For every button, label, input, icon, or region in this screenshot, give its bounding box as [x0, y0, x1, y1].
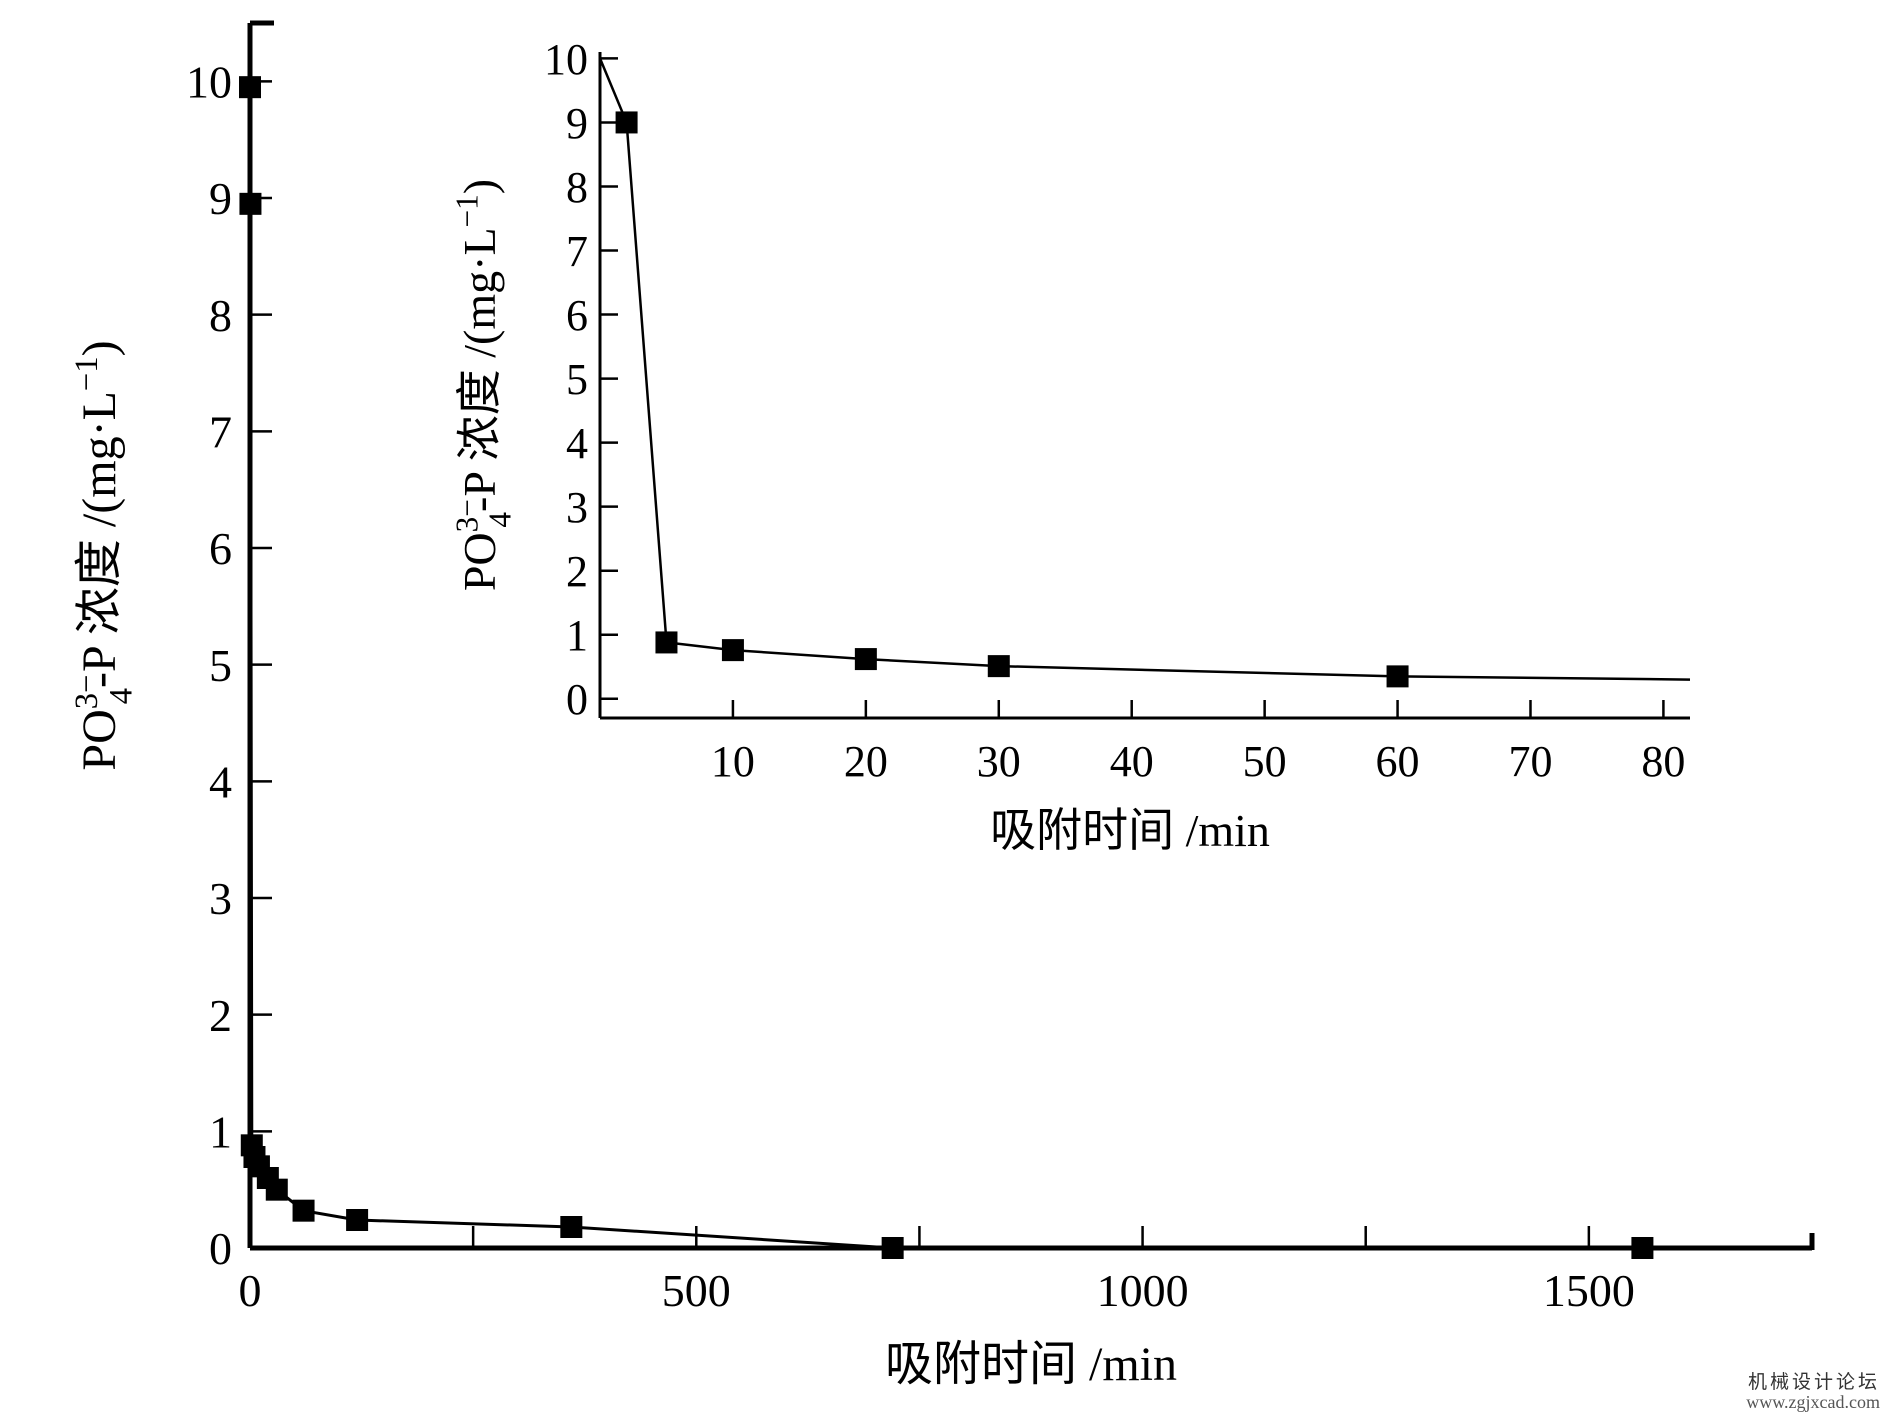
- y-label-unit-sup: −1: [450, 194, 485, 227]
- y-tick-label: 4: [209, 756, 232, 807]
- y-tick-label: 7: [566, 227, 588, 276]
- data-point: [1386, 665, 1409, 688]
- y-tick-label: 10: [544, 35, 588, 84]
- x-tick-label: 1500: [1543, 1265, 1635, 1316]
- y-label-main: PO: [73, 709, 126, 770]
- data-point: [560, 1216, 583, 1238]
- y-label-rest: -P 浓度 /(mg·L: [454, 227, 505, 512]
- data-point: [265, 1178, 288, 1201]
- series-line: [598, 57, 1691, 681]
- y-tick-label: 8: [566, 163, 588, 212]
- y-tick-label: 9: [566, 99, 588, 148]
- x-tick-label: 80: [1641, 737, 1685, 786]
- y-tick-label: 1: [209, 1106, 232, 1157]
- data-point: [1631, 1237, 1654, 1259]
- y-label-sub: 4: [103, 688, 139, 704]
- x-tick-label: 1000: [1097, 1265, 1189, 1316]
- data-point: [346, 1209, 369, 1231]
- y-tick-label: 5: [566, 355, 588, 404]
- y-tick-label: 9: [209, 173, 232, 224]
- y-label-sup: 3−: [450, 499, 485, 532]
- x-axis-label: 吸附时间 /min: [885, 1338, 1177, 1391]
- x-tick-label: 20: [844, 737, 888, 786]
- y-tick-label: 8: [209, 290, 232, 341]
- y-label-sub: 4: [483, 512, 518, 528]
- data-point: [721, 639, 744, 662]
- x-axis-label: 吸附时间 /min: [990, 805, 1270, 856]
- data-point: [615, 111, 638, 134]
- x-tick-label: 500: [662, 1265, 731, 1316]
- y-tick-label: 6: [566, 291, 588, 340]
- x-tick-label: 60: [1376, 737, 1420, 786]
- x-tick-label: 30: [977, 737, 1021, 786]
- watermark: 机械设计论坛 www.zgjxcad.com: [1746, 1372, 1880, 1413]
- y-tick-label: 0: [209, 1223, 232, 1274]
- y-label-unit-sup: −1: [69, 356, 105, 391]
- inset-chart: 0 1 2 3 4 5 6 7 8 9 10 10 20 30 40 50 60 70 80 吸附时间 /min PO3…: [450, 35, 1691, 856]
- y-tick-label: 7: [209, 406, 232, 457]
- y-tick-label: 6: [209, 523, 232, 574]
- data-point: [292, 1199, 315, 1222]
- y-label-main: PO: [454, 532, 505, 591]
- y-tick-label: 1: [566, 611, 588, 660]
- y-label-rest: -P 浓度 /(mg·L: [73, 391, 126, 688]
- data-point: [987, 655, 1010, 678]
- data-point: [239, 76, 261, 99]
- y-tick-label: 4: [566, 419, 588, 468]
- y-tick-label: 3: [566, 483, 588, 532]
- data-point: [655, 631, 678, 654]
- y-tick-label: 0: [566, 675, 588, 724]
- y-tick-label: 2: [566, 547, 588, 596]
- y-label-sup: 3−: [69, 675, 105, 710]
- y-axis-label: PO3−4-P 浓度 /(mg·L−1): [450, 179, 518, 591]
- watermark-url: www.zgjxcad.com: [1746, 1392, 1880, 1413]
- y-axis-label: PO3−4-P 浓度 /(mg·L−1): [69, 340, 140, 770]
- x-tick-label: 10: [711, 737, 755, 786]
- y-tick-label: 5: [209, 640, 232, 691]
- x-tick-label: 50: [1243, 737, 1287, 786]
- data-point: [881, 1237, 904, 1259]
- y-tick-label: 10: [186, 56, 232, 107]
- x-tick-label: 40: [1110, 737, 1154, 786]
- y-tick-label: 2: [209, 990, 232, 1041]
- y-label-close: ): [73, 340, 126, 356]
- y-label-close: ): [454, 179, 505, 194]
- data-point: [854, 648, 877, 671]
- y-tick-label: 3: [209, 873, 232, 924]
- x-tick-label: 0: [239, 1265, 262, 1316]
- data-point: [239, 192, 262, 215]
- x-tick-label: 70: [1508, 737, 1552, 786]
- watermark-title: 机械设计论坛: [1747, 1371, 1880, 1394]
